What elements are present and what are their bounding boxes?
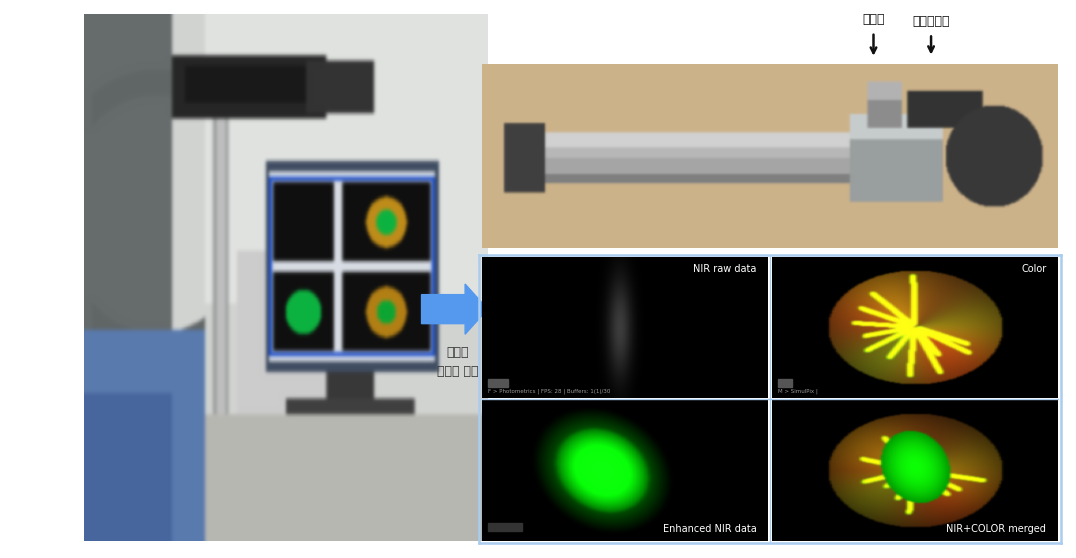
Text: 흉강경: 흉강경 [447,346,469,359]
Text: F > Photometrics | FPS: 28 | Buffers: 1(1)/30: F > Photometrics | FPS: 28 | Buffers: 1(… [487,388,610,393]
Bar [778,379,792,387]
Text: NIR raw data: NIR raw data [693,264,756,274]
Text: Enhanced NIR data: Enhanced NIR data [663,524,756,534]
FancyArrow shape [422,284,487,334]
Bar [487,379,508,387]
Text: 백색광: 백색광 [862,13,884,26]
Text: Color: Color [1021,264,1046,274]
Bar [487,523,522,531]
Text: NIR+COLOR merged: NIR+COLOR merged [947,524,1046,534]
Text: M > SimulPix |: M > SimulPix | [778,388,818,393]
Text: 근적외선광: 근적외선광 [912,15,950,28]
Text: 이미지 획득: 이미지 획득 [437,365,479,378]
